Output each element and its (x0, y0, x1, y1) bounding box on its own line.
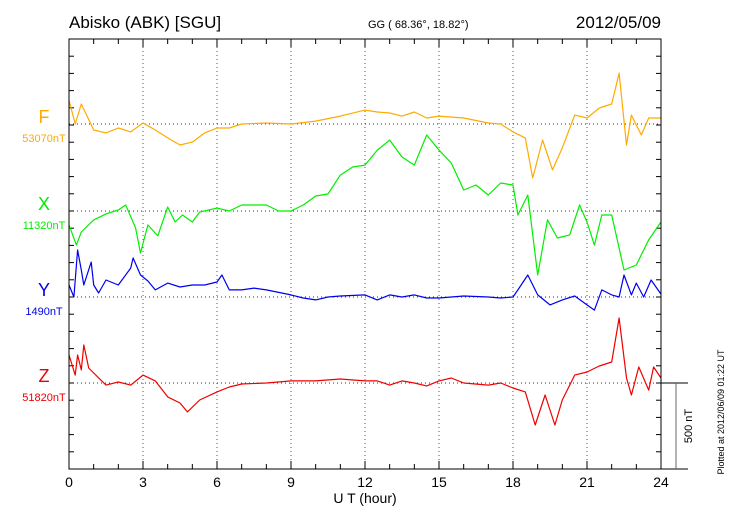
scale-bar: 500 nT (661, 382, 695, 470)
x-tick-label: 3 (139, 474, 147, 490)
baseline-value-y: 1490nT (25, 306, 63, 318)
x-tick-label: 18 (505, 474, 521, 490)
component-label-z: Z (39, 366, 50, 386)
baseline-value-f: 53070nT (22, 133, 66, 145)
plot-date: 2012/05/09 (576, 13, 661, 32)
traces (68, 72, 662, 426)
station-coordinates: GG ( 68.36°, 18.82°) (368, 19, 469, 31)
component-label-x: X (38, 194, 50, 214)
trace-x (68, 134, 662, 276)
plot-frame (68, 38, 662, 470)
x-tick-label: 6 (213, 474, 221, 490)
component-label-y: Y (38, 280, 50, 300)
scale-bar-label: 500 nT (683, 409, 695, 444)
grid-lines (69, 39, 661, 469)
station-title: Abisko (ABK) [SGU] (69, 13, 221, 32)
trace-f (68, 72, 661, 179)
x-tick-label: 15 (431, 474, 447, 490)
component-label-f: F (39, 107, 50, 127)
trace-z (68, 317, 662, 426)
component-labels: F 53070nT X 11320nT Y 1490nT Z 51820nT (22, 107, 66, 404)
x-tick-label: 21 (579, 474, 595, 490)
x-tick-label: 0 (65, 474, 73, 490)
x-tick-labels: 0 3 6 9 12 15 18 21 24 (65, 474, 669, 490)
x-axis-label: U T (hour) (333, 490, 396, 506)
plotted-timestamp: Plotted at 2012/06/09 01:22 UT (716, 349, 726, 475)
x-tick-label: 9 (287, 474, 295, 490)
baseline-value-x: 11320nT (23, 220, 66, 232)
baseline-value-z: 51820nT (22, 392, 66, 404)
trace-y (68, 249, 662, 311)
x-tick-label: 24 (653, 474, 669, 490)
x-tick-label: 12 (357, 474, 373, 490)
